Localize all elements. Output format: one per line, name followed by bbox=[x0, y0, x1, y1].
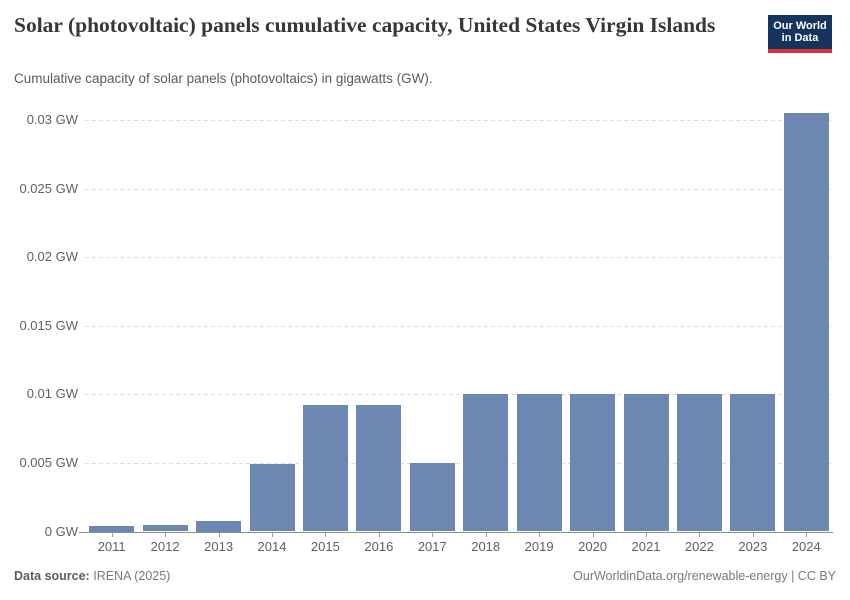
y-axis-tick-label: 0.005 GW bbox=[19, 454, 78, 470]
page-title: Solar (photovoltaic) panels cumulative c… bbox=[14, 13, 716, 37]
x-axis-tick-label: 2011 bbox=[97, 539, 126, 554]
x-axis-tick bbox=[272, 532, 273, 537]
x-axis-tick-label: 2015 bbox=[310, 539, 340, 554]
x-axis-tick-label: 2012 bbox=[150, 539, 180, 554]
owid-logo-red-strip bbox=[768, 49, 832, 53]
bar-2015[interactable] bbox=[302, 405, 348, 532]
x-axis-tick bbox=[432, 532, 434, 537]
x-axis-tick-label: 2024 bbox=[791, 539, 821, 554]
x-axis-tick-label: 2022 bbox=[684, 539, 714, 554]
x-axis-tick-label: 2018 bbox=[471, 539, 501, 554]
bar-2024[interactable] bbox=[783, 113, 829, 532]
data-source: Data source: IRENA (2025) bbox=[14, 568, 170, 585]
bar-2016[interactable] bbox=[356, 405, 402, 532]
x-axis-tick bbox=[646, 532, 647, 537]
x-axis-tick-label: 2016 bbox=[364, 539, 394, 554]
gridline bbox=[85, 325, 833, 327]
bar-2017[interactable] bbox=[409, 462, 455, 532]
gridline bbox=[85, 257, 833, 259]
bar-2022[interactable] bbox=[676, 394, 722, 532]
gridline bbox=[85, 188, 833, 190]
y-axis-tick-label: 0 GW bbox=[44, 523, 78, 539]
x-axis-line bbox=[79, 531, 833, 533]
bar-2023[interactable] bbox=[730, 394, 776, 532]
data-source-value: IRENA (2025) bbox=[93, 569, 171, 583]
bar-2014[interactable] bbox=[249, 464, 295, 532]
x-axis-tick-label: 2020 bbox=[578, 539, 608, 554]
y-axis-tick-label: 0.03 GW bbox=[26, 112, 78, 127]
bar-2021[interactable] bbox=[623, 394, 669, 532]
y-axis-tick-label: 0.025 GW bbox=[19, 180, 78, 196]
gridline bbox=[85, 120, 833, 121]
chart-footer: Data source: IRENA (2025) OurWorldinData… bbox=[14, 568, 836, 585]
x-axis-tick bbox=[806, 532, 808, 537]
x-axis-tick-label: 2023 bbox=[738, 539, 768, 554]
x-axis-tick bbox=[485, 532, 487, 537]
x-axis-tick bbox=[325, 532, 327, 537]
y-axis-tick-label: 0.015 GW bbox=[19, 317, 78, 333]
gridline bbox=[85, 462, 833, 464]
x-axis-tick bbox=[752, 532, 754, 537]
x-axis-tick bbox=[592, 532, 594, 537]
bar-2018[interactable] bbox=[463, 394, 509, 532]
owid-logo-line1: Our World bbox=[773, 19, 827, 32]
x-axis-tick bbox=[218, 532, 220, 537]
x-axis-tick-label: 2014 bbox=[257, 539, 287, 554]
bar-2019[interactable] bbox=[516, 394, 562, 532]
chart-subtitle: Cumulative capacity of solar panels (pho… bbox=[14, 71, 433, 86]
x-axis-tick bbox=[539, 532, 541, 537]
x-axis-tick bbox=[165, 532, 167, 537]
credit-link[interactable]: OurWorldinData.org/renewable-energy | CC… bbox=[573, 569, 836, 583]
x-axis-tick-label: 2021 bbox=[631, 539, 661, 554]
y-axis-tick-label: 0.02 GW bbox=[26, 249, 78, 265]
y-axis-tick-label: 0.01 GW bbox=[26, 386, 78, 402]
owid-logo-line2: in Data bbox=[781, 32, 819, 44]
bar-2020[interactable] bbox=[570, 394, 616, 532]
x-axis-tick-label: 2019 bbox=[524, 539, 554, 554]
x-axis-tick-label: 2017 bbox=[417, 539, 447, 554]
bar-2012[interactable] bbox=[142, 524, 188, 532]
x-axis-tick bbox=[111, 532, 113, 537]
bar-2013[interactable] bbox=[196, 520, 242, 532]
gridline bbox=[85, 394, 833, 396]
x-axis-tick-label: 2013 bbox=[204, 539, 234, 554]
data-source-label: Data source: bbox=[14, 569, 90, 583]
owid-logo-box: Our World in Data bbox=[768, 15, 832, 49]
x-axis-tick bbox=[699, 532, 701, 537]
owid-logo[interactable]: Our World in Data bbox=[768, 15, 832, 53]
bar-2011[interactable] bbox=[89, 526, 135, 532]
x-axis-tick bbox=[378, 532, 380, 537]
